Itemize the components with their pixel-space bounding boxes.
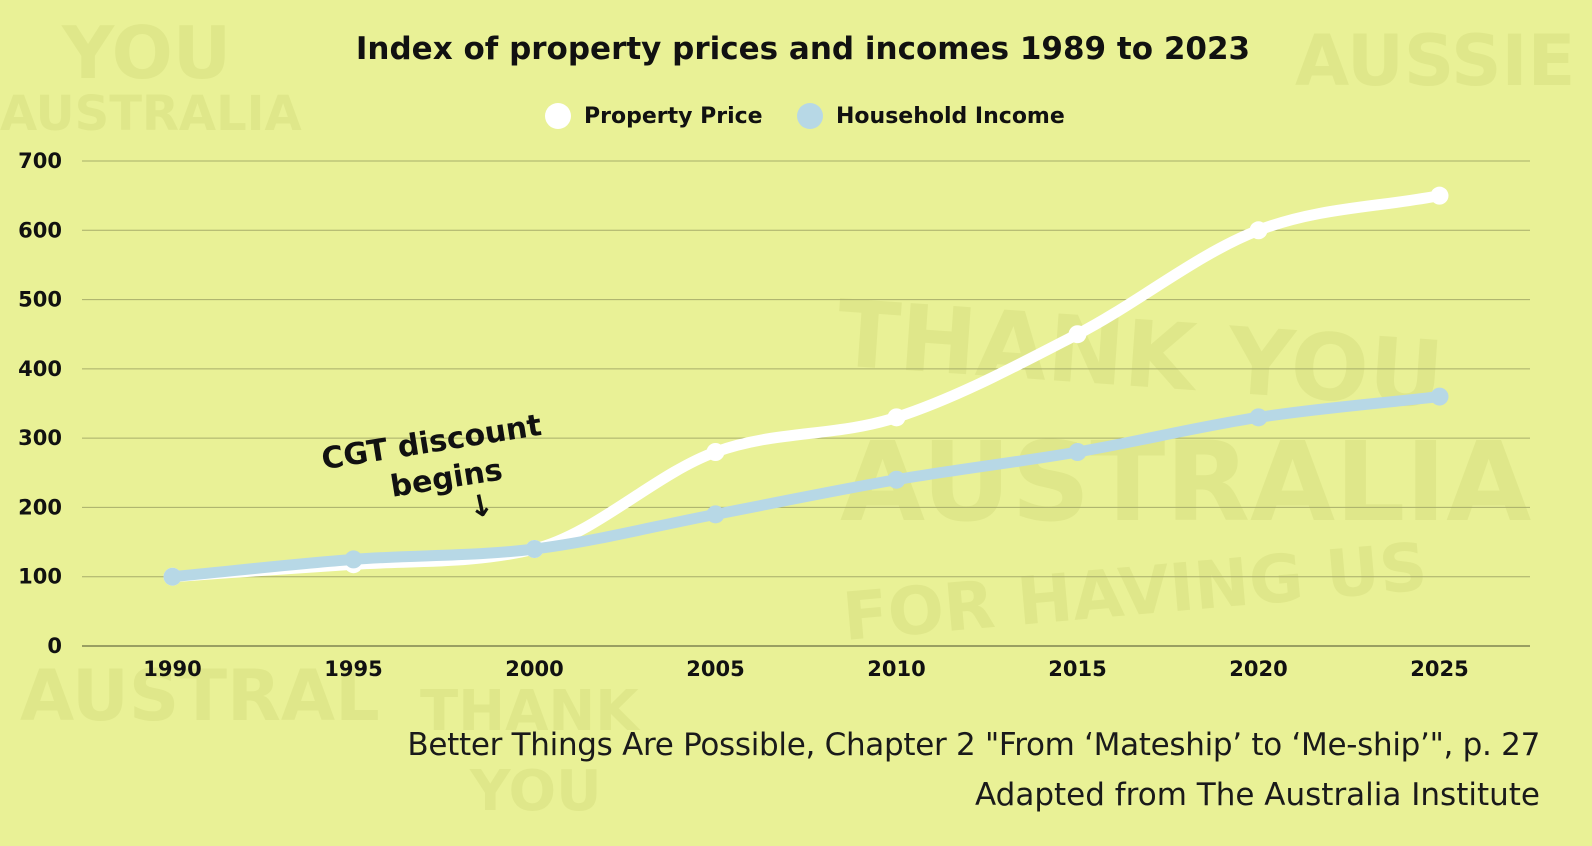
bg-word: AUSTRAL — [20, 655, 380, 737]
series-line-household-income — [167, 391, 1445, 583]
x-axis: 1990 1995 2000 2005 2010 2015 2020 2025 — [143, 657, 1468, 681]
x-tick-label: 1995 — [324, 657, 382, 681]
bg-word: FOR HAVING US — [840, 528, 1430, 656]
data-point-household-income — [163, 567, 182, 586]
data-point-property-price — [887, 408, 906, 427]
legend-label-household-income: Household Income — [836, 104, 1065, 129]
data-point-household-income — [706, 505, 725, 524]
y-axis: 0 100 200 300 400 500 600 700 — [18, 149, 62, 658]
y-tick-label: 700 — [18, 149, 62, 173]
y-tick-label: 100 — [18, 565, 62, 589]
x-tick-label: 2000 — [505, 657, 563, 681]
x-tick-label: 1990 — [143, 657, 201, 681]
y-tick-label: 600 — [18, 218, 62, 242]
x-tick-label: 2015 — [1048, 657, 1106, 681]
data-point-property-price — [706, 443, 725, 461]
bg-word: THANK — [420, 679, 641, 744]
caption-source-book: Better Things Are Possible, Chapter 2 "F… — [407, 727, 1540, 763]
data-point-household-income — [525, 540, 544, 558]
bg-word: YOU — [61, 11, 231, 95]
data-point-household-income — [1068, 443, 1087, 461]
y-tick-label: 400 — [18, 357, 62, 381]
legend-swatch-household-income — [797, 103, 823, 129]
series — [163, 186, 1449, 586]
legend: Property Price Household Income — [545, 103, 1065, 129]
x-tick-label: 2025 — [1410, 657, 1468, 681]
annotation-cgt-discount: CGT discount begins ↓ — [319, 408, 544, 526]
y-tick-label: 300 — [18, 426, 62, 450]
y-tick-label: 500 — [18, 288, 62, 312]
data-point-property-price — [1430, 186, 1449, 205]
background-poster-collage: YOU AUSTRALIA AUSSIE THANK YOU AUSTRALIA… — [0, 11, 1575, 824]
annotation-arrow-icon: ↓ — [465, 487, 497, 526]
data-point-household-income — [1430, 387, 1449, 406]
caption-source-institute: Adapted from The Australia Institute — [975, 777, 1540, 813]
bg-word: YOU — [469, 759, 602, 824]
x-tick-label: 2010 — [867, 657, 925, 681]
y-tick-label: 200 — [18, 495, 62, 519]
bg-word: AUSSIE — [1295, 20, 1575, 102]
bg-word: AUSTRALIA — [840, 418, 1531, 546]
chart-title: Index of property prices and incomes 198… — [356, 31, 1250, 67]
data-point-household-income — [344, 550, 363, 569]
x-tick-label: 2020 — [1229, 657, 1287, 681]
bg-word: AUSTRALIA — [0, 86, 302, 142]
legend-label-property-price: Property Price — [584, 104, 763, 129]
y-tick-label: 0 — [47, 634, 62, 658]
x-tick-label: 2005 — [686, 657, 744, 681]
data-point-household-income — [887, 470, 906, 489]
data-point-property-price — [1249, 221, 1268, 240]
data-point-property-price — [1068, 325, 1087, 344]
legend-swatch-property-price — [545, 103, 571, 129]
series-household-income — [163, 387, 1449, 586]
data-point-household-income — [1249, 408, 1268, 427]
